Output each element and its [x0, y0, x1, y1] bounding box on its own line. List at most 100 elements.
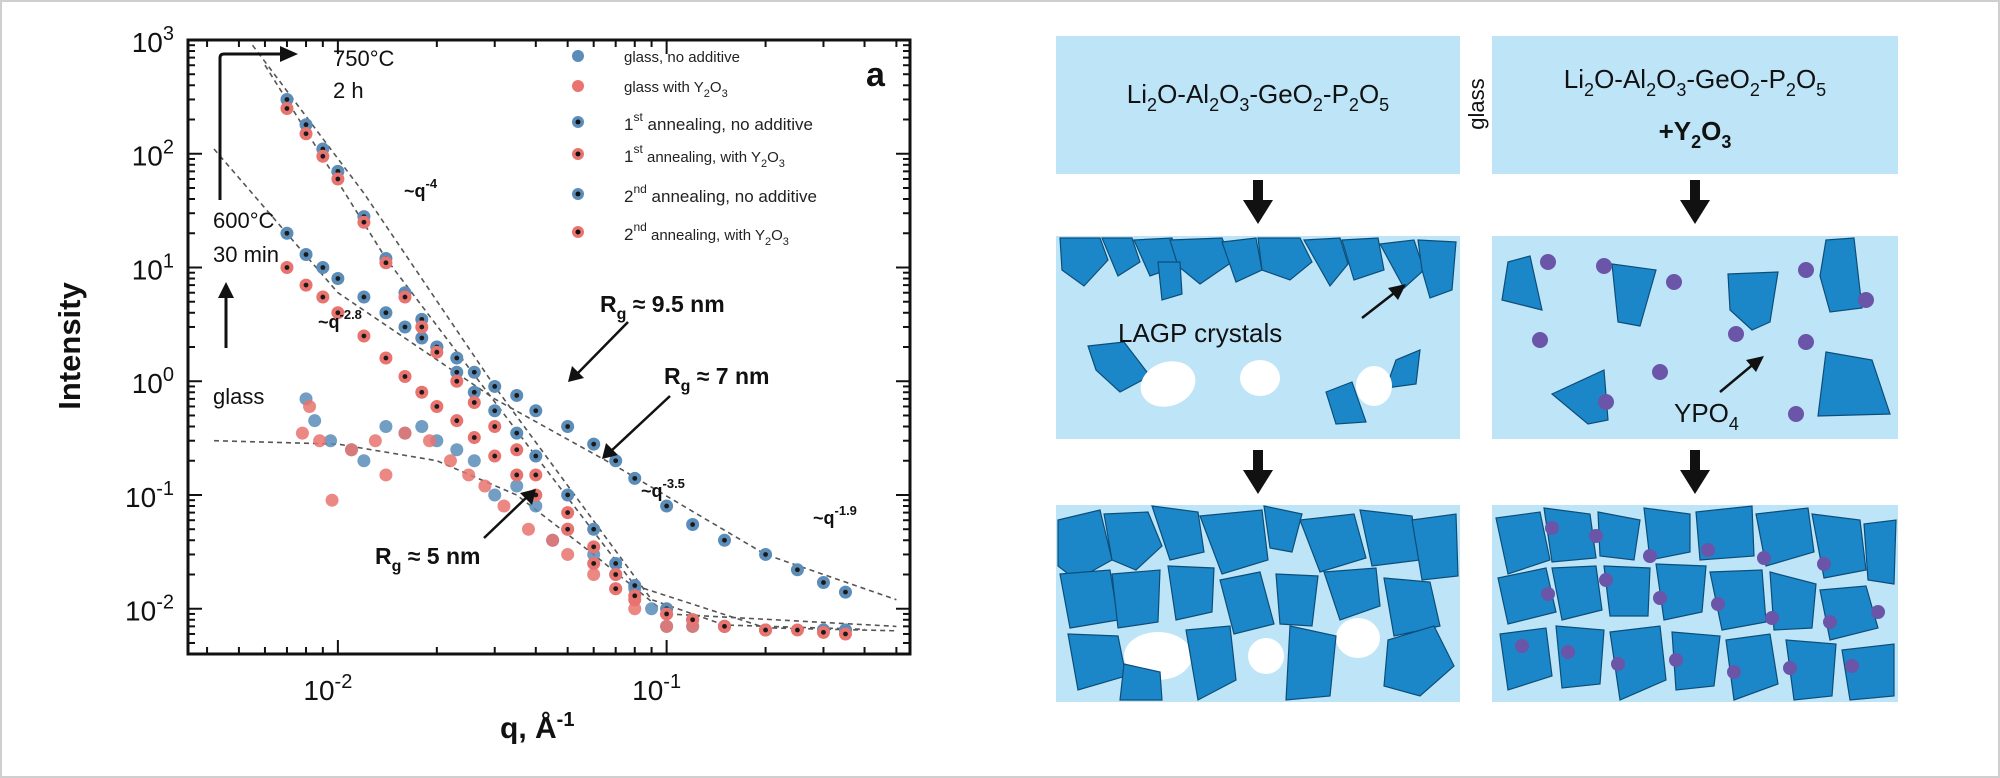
- axis-ticks: 10-2 10-1 100 101 102 103 10-2 10-1: [125, 23, 910, 706]
- lagp-crystals: [1059, 237, 1457, 425]
- data-point-center: [402, 324, 408, 330]
- data-point: [521, 522, 535, 536]
- data-point-center: [335, 276, 341, 281]
- data-point-center: [454, 355, 460, 361]
- arrow-icon: [568, 366, 584, 382]
- data-point-center: [514, 447, 520, 453]
- data-point: [324, 434, 338, 448]
- data-point-center: [821, 629, 826, 635]
- data-point-center: [795, 627, 800, 633]
- data-point-center: [632, 593, 638, 599]
- data-point-center: [533, 408, 539, 414]
- data-point: [450, 443, 464, 457]
- slope-q28: ~q-2.8: [318, 307, 362, 332]
- glass-box-left: [1056, 36, 1460, 174]
- lagp-arrow: [1361, 289, 1399, 319]
- panel-b-schematic: Li2O-Al2O3-GeO2-P2O5 Li2O-Al2O3-GeO2-P2O…: [1056, 36, 1898, 702]
- data-point-center: [361, 333, 367, 339]
- data-point-center: [419, 335, 425, 341]
- slope-q19: ~q-1.9: [813, 503, 857, 528]
- pore: [1336, 618, 1380, 658]
- arrow-icon: [520, 489, 536, 505]
- data-point: [379, 468, 393, 482]
- data-point-center: [492, 424, 498, 429]
- data-point: [308, 414, 322, 428]
- annot-600-time: 30 min: [213, 242, 279, 267]
- data-point-center: [492, 408, 498, 414]
- legend-marker-dot: [575, 191, 581, 197]
- data-point-center: [632, 583, 638, 588]
- data-point-center: [434, 349, 440, 355]
- down-arrow-icon: [1243, 450, 1273, 494]
- data-point-center: [303, 131, 309, 137]
- data-point-center: [565, 510, 571, 516]
- composition-left: Li2O-Al2O3-GeO2-P2O5: [1127, 79, 1389, 115]
- data-point: [488, 488, 502, 502]
- data-point-center: [303, 252, 309, 257]
- legend-entry-2: glass with Y2O3: [624, 79, 728, 100]
- data-point-center: [284, 97, 290, 102]
- rg-7-arrow: [609, 395, 671, 453]
- y-tick-label: 102: [132, 137, 174, 172]
- legend-marker-dot: [575, 151, 581, 157]
- y-tick-label: 10-1: [125, 478, 174, 513]
- pore: [1248, 638, 1284, 674]
- data-point: [325, 493, 339, 507]
- annot-750-temp: 750°C: [333, 46, 395, 71]
- rg-5-arrow: [483, 495, 529, 539]
- x-tick-label: 10-1: [632, 671, 681, 706]
- data-point-center: [383, 310, 389, 316]
- data-point-center: [843, 631, 848, 637]
- data-point-center: [664, 503, 670, 509]
- x-tick-label: 10-2: [303, 671, 352, 706]
- data-point-center: [565, 424, 571, 429]
- legend-entry-1: glass, no additive: [624, 49, 740, 66]
- arrow-right-icon: [280, 46, 298, 62]
- data-point-center: [284, 230, 290, 236]
- data-point-center: [514, 393, 520, 398]
- rg-9-5-arrow: [575, 321, 629, 376]
- data-point: [415, 420, 429, 434]
- data-point-center: [613, 458, 619, 464]
- data-point-center: [471, 435, 477, 440]
- data-point: [313, 434, 327, 448]
- y-tick-label: 103: [132, 23, 174, 58]
- data-point: [628, 602, 642, 616]
- data-point-center: [492, 453, 498, 459]
- fit-guide-line: [213, 148, 897, 601]
- data-point-center: [722, 623, 727, 629]
- data-point-center: [383, 260, 389, 266]
- data-point: [561, 547, 575, 561]
- data-point-center: [402, 374, 408, 379]
- down-arrow-icon: [1680, 180, 1710, 224]
- annot-750-time: 2 h: [333, 78, 364, 103]
- data-point-center: [284, 265, 290, 270]
- data-point-center: [565, 526, 571, 532]
- arrow-icon: [1388, 284, 1406, 300]
- rg-7nm: Rg ≈ 7 nm: [664, 363, 770, 395]
- data-point-center: [763, 552, 768, 557]
- data-point-center: [514, 430, 520, 436]
- data-point-center: [492, 384, 498, 389]
- data-point-center: [795, 567, 800, 573]
- legend-entry-3: 1st annealing, no additive: [624, 110, 813, 134]
- data-point: [423, 434, 437, 448]
- slope-q4: ~q-4: [404, 176, 438, 201]
- arrow-icon: [602, 443, 618, 459]
- glass-label: glass: [1464, 78, 1489, 129]
- data-point-center: [361, 219, 367, 225]
- data-point: [510, 479, 524, 493]
- data-point-center: [454, 378, 460, 384]
- data-point: [398, 426, 412, 440]
- annot-glass: glass: [213, 384, 264, 409]
- data-point-center: [613, 572, 619, 577]
- legend-marker: [572, 80, 584, 92]
- arrow-icon: [1746, 356, 1764, 372]
- data-point: [295, 426, 309, 440]
- data-point-center: [303, 122, 309, 128]
- data-point-center: [434, 404, 440, 409]
- anneal-path-750: [218, 52, 290, 200]
- dense-crystals-left: [1057, 505, 1459, 701]
- pore: [1356, 366, 1392, 406]
